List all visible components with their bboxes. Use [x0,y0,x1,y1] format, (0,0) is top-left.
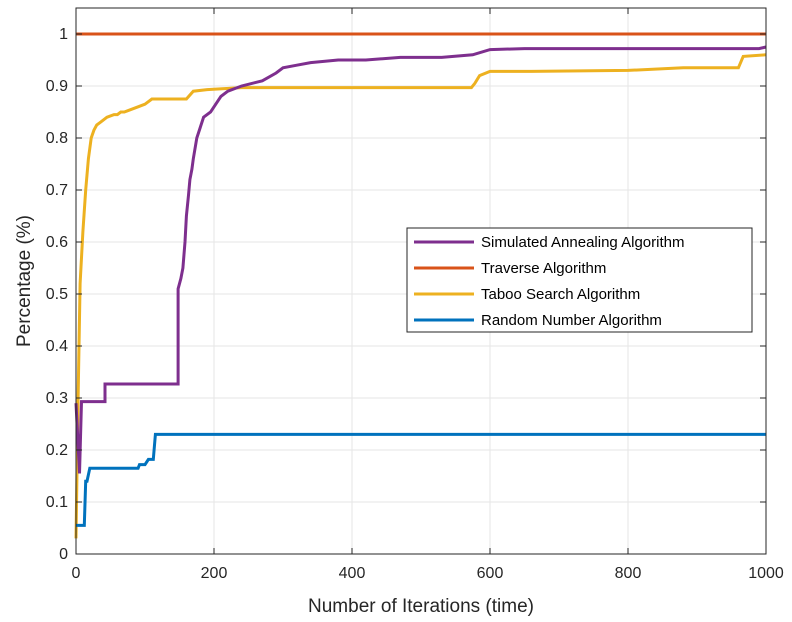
x-tick-label: 0 [72,565,81,582]
y-tick-label: 1 [59,26,68,43]
y-tick-label: 0.5 [46,286,68,303]
y-tick-label: 0.6 [46,234,68,251]
legend-box [406,227,753,333]
x-tick-label: 800 [615,565,642,582]
y-axis-title: Percentage (%) [14,215,35,347]
x-tick-label: 400 [339,565,366,582]
legend-label-simulated-annealing-algorithm: Simulated Annealing Algorithm [481,234,684,251]
legend-label-taboo-search-algorithm: Taboo Search Algorithm [481,286,640,303]
y-tick-label: 0.7 [46,182,68,199]
y-tick-label: 0.8 [46,130,68,147]
y-tick-label: 0.4 [46,338,68,355]
plot-frame [75,7,767,555]
legend-label-traverse-algorithm: Traverse Algorithm [481,260,606,277]
x-tick-label: 1000 [748,565,784,582]
x-axis-title: Number of Iterations (time) [308,596,534,617]
x-tick-label: 200 [201,565,228,582]
y-tick-label: 0.2 [46,442,68,459]
legend-label-random-number-algorithm: Random Number Algorithm [481,312,662,329]
y-tick-label: 0.1 [46,494,68,511]
x-tick-label: 600 [477,565,504,582]
series-line-random-number-algorithm [76,432,766,527]
y-tick-label: 0 [59,546,68,563]
y-tick-label: 0.9 [46,78,68,95]
axis-ticks: 0 200 400 600 800 1000 0 0.1 0.2 0.3 0.4 0.5 0.6 0.7 0… [46,8,784,582]
legend: Simulated Annealing Algorithm Traverse Al… [406,227,753,333]
series-line-simulated-annealing-algorithm [74,45,767,474]
series-lines [74,32,767,539]
y-tick-label: 0.3 [46,390,68,407]
series-line-taboo-search-algorithm [74,53,767,539]
